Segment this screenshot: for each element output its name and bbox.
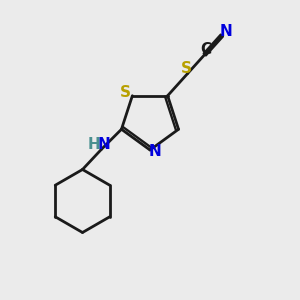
Text: S: S [120,85,131,100]
Text: C: C [200,43,211,58]
Text: S: S [181,61,192,76]
Text: H: H [87,136,100,152]
Text: N: N [149,144,162,159]
Text: N: N [220,24,233,39]
Text: N: N [97,136,110,152]
